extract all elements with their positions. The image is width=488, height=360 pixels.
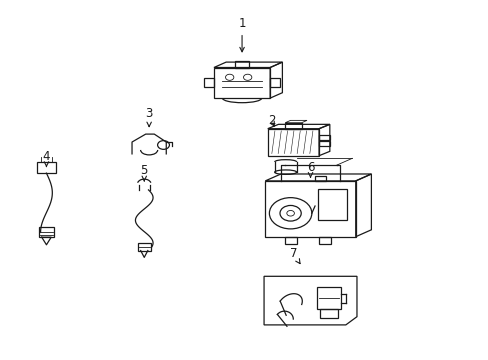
- Text: 7: 7: [289, 247, 300, 264]
- Text: 3: 3: [145, 107, 153, 127]
- Text: 6: 6: [306, 161, 314, 177]
- Text: 5: 5: [140, 165, 148, 181]
- Text: 4: 4: [42, 150, 50, 166]
- Text: 1: 1: [238, 17, 245, 52]
- Text: 2: 2: [267, 114, 275, 127]
